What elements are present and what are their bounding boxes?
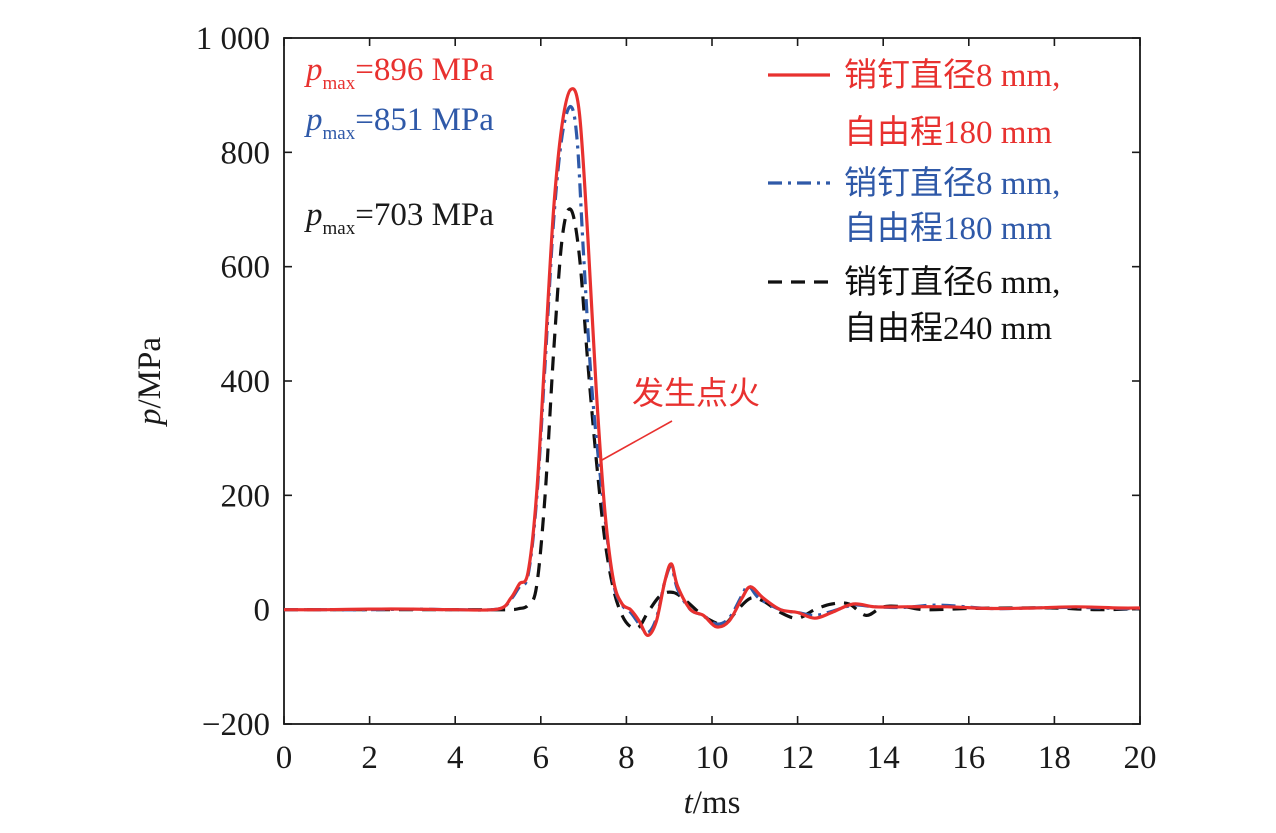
x-tick-label: 12 xyxy=(781,740,814,776)
legend-label-2-line1: 销钉直径8 mm, xyxy=(844,165,1060,202)
x-axis-ticks: 0 2 4 6 8 10 12 14 16 18 20 xyxy=(276,38,1157,776)
y-axis-title: p/MPa xyxy=(132,337,168,427)
x-tick-label: 16 xyxy=(952,740,985,776)
y-tick-label: 0 xyxy=(254,593,271,629)
x-tick-label: 14 xyxy=(867,740,900,776)
legend: 销钉直径8 mm, 自由程180 mm 销钉直径8 mm, 自由程180 mm 销钉直径… xyxy=(768,57,1060,347)
x-tick-label: 8 xyxy=(618,740,635,776)
x-tick-label: 6 xyxy=(533,740,550,776)
y-tick-label: 1 000 xyxy=(196,21,270,57)
peak-pressure-annotations: pmax=896 MPa pmax=851 MPa pmax=703 MPa xyxy=(304,52,494,239)
x-tick-label: 4 xyxy=(447,740,464,776)
legend-label-3-line1: 销钉直径6 mm, xyxy=(844,264,1060,301)
pmax-annotation-2: pmax=851 MPa xyxy=(304,102,494,144)
ignition-label: 发生点火 xyxy=(632,375,760,411)
pmax-annotation-3: pmax=703 MPa xyxy=(304,197,494,239)
x-axis-title: t/ms xyxy=(684,785,741,821)
series-lines xyxy=(283,87,1141,637)
y-tick-label: 600 xyxy=(221,250,271,286)
legend-label-3-line2: 自由程240 mm xyxy=(844,310,1052,347)
x-tick-label: 2 xyxy=(361,740,378,776)
x-tick-label: 10 xyxy=(696,740,729,776)
legend-label-2-line2: 自由程180 mm xyxy=(844,210,1052,247)
x-tick-label: 20 xyxy=(1124,740,1157,776)
y-tick-label: −200 xyxy=(202,707,270,743)
legend-label-1-line1: 销钉直径8 mm, xyxy=(844,57,1060,94)
ignition-leader-line xyxy=(601,420,673,461)
series-line-3 xyxy=(284,207,1141,631)
y-tick-label: 800 xyxy=(221,135,271,171)
y-axis-ticks: −200 0 200 400 600 800 1 000 xyxy=(196,21,1140,743)
series-line-1 xyxy=(283,87,1141,637)
legend-label-1-line2: 自由程180 mm xyxy=(844,114,1052,151)
x-tick-label: 0 xyxy=(276,740,293,776)
x-tick-label: 18 xyxy=(1038,740,1071,776)
y-tick-label: 200 xyxy=(221,478,271,514)
pmax-annotation-1: pmax=896 MPa xyxy=(304,52,494,94)
y-tick-label: 400 xyxy=(221,364,271,400)
